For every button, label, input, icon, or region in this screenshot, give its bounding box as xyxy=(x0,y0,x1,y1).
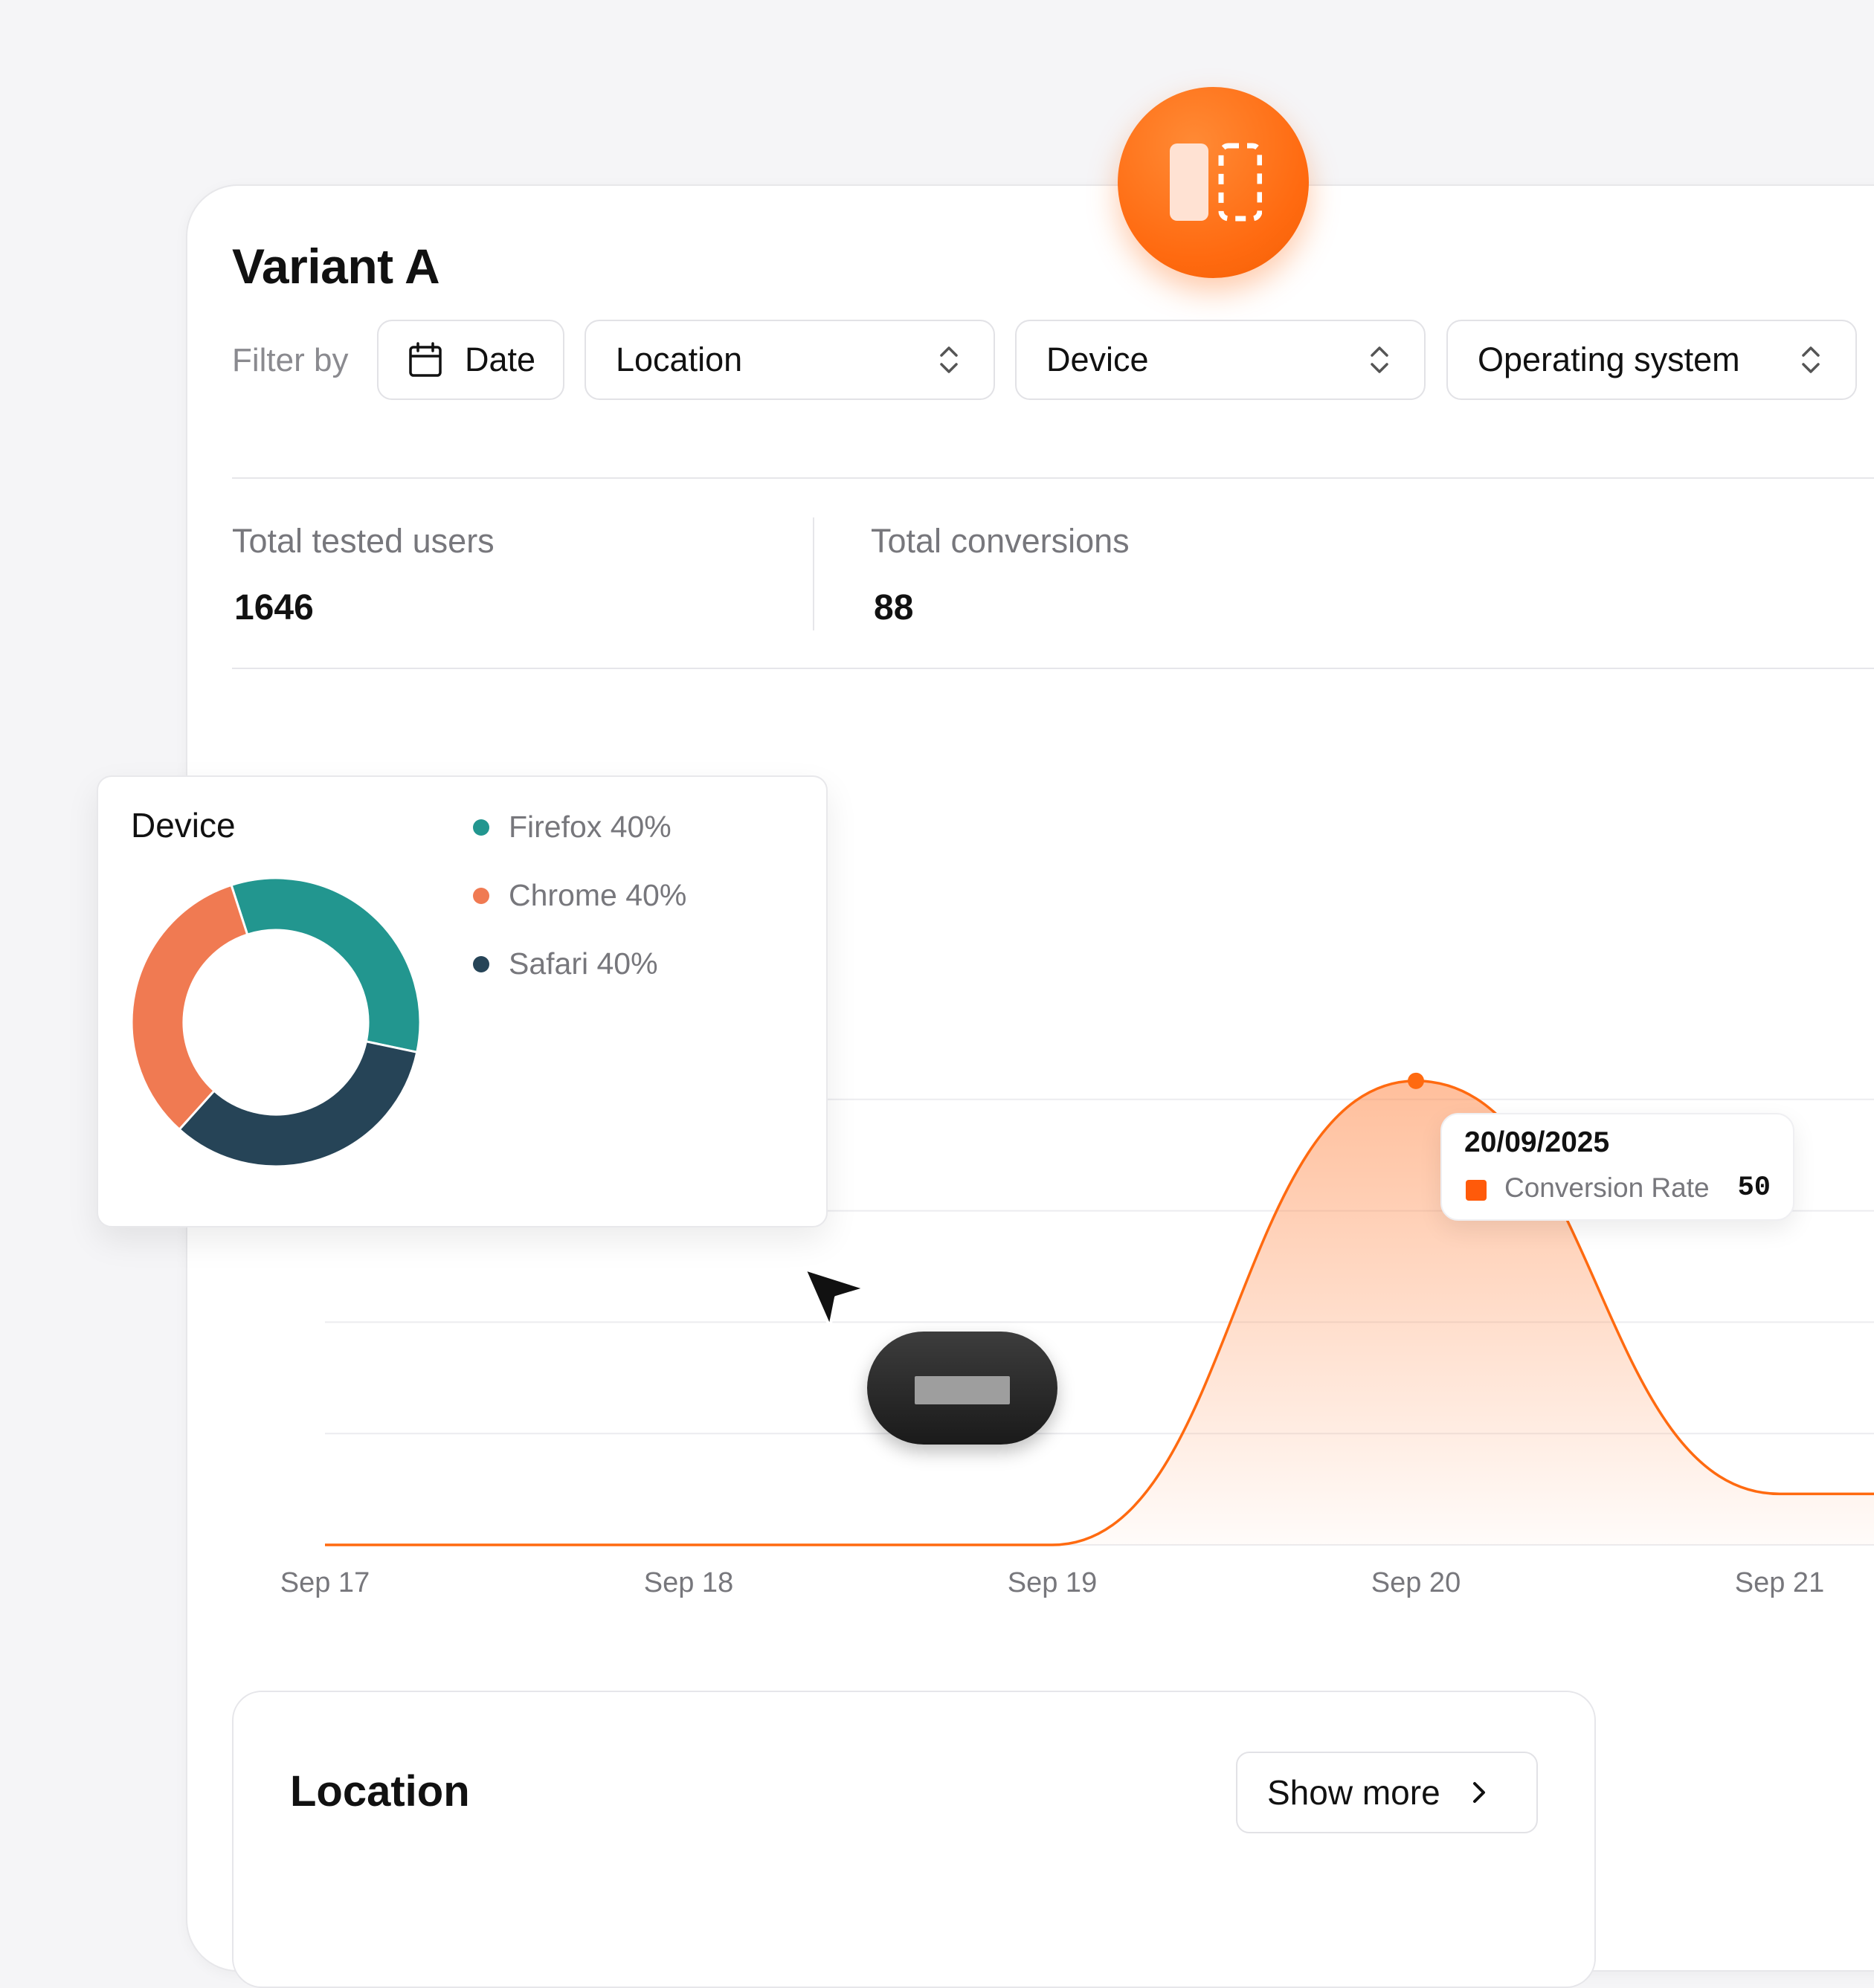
legend-label: Safari 40% xyxy=(509,946,658,981)
divider xyxy=(232,668,1874,669)
location-filter-select[interactable]: Location xyxy=(585,320,995,400)
x-tick-label: Sep 17 xyxy=(280,1567,370,1598)
chevron-up-down-icon xyxy=(1368,343,1391,376)
legend-firefox: Firefox 40% xyxy=(473,810,672,845)
stats-divider xyxy=(813,517,814,630)
total-conversions-label: Total conversions xyxy=(871,522,1130,560)
drag-handle-bar xyxy=(915,1376,1010,1404)
device-breakdown-card: Device Firefox 40% Chrome 40% Safari 40% xyxy=(97,775,828,1227)
x-tick-label: Sep 18 xyxy=(643,1567,734,1598)
legend-dot xyxy=(473,819,489,836)
chevron-right-icon xyxy=(1470,1779,1488,1806)
compare-button[interactable] xyxy=(1118,87,1309,278)
os-filter-select[interactable]: Operating system xyxy=(1446,320,1857,400)
donut-slice-chrome xyxy=(131,883,249,1132)
total-conversions-value: 88 xyxy=(874,588,914,627)
x-tick-label: Sep 20 xyxy=(1371,1567,1461,1598)
date-filter-label: Date xyxy=(465,341,536,378)
pointer-cursor-icon xyxy=(802,1266,869,1337)
date-filter-button[interactable]: Date xyxy=(377,320,564,400)
filter-by-label: Filter by xyxy=(232,342,349,378)
chart-line-conversion-rate xyxy=(325,1079,1874,1546)
os-filter-label: Operating system xyxy=(1478,341,1740,378)
series-swatch xyxy=(1466,1180,1487,1201)
chevron-up-down-icon xyxy=(938,343,960,376)
x-tick-label: Sep 21 xyxy=(1734,1567,1825,1598)
chart-point-sep-20 xyxy=(1408,1072,1424,1089)
legend-dot xyxy=(473,955,489,972)
chart-tooltip: 20/09/2025 Conversion Rate 50 xyxy=(1440,1113,1794,1221)
drag-handle[interactable] xyxy=(867,1332,1057,1445)
legend-dot xyxy=(473,887,489,904)
device-card-title: Device xyxy=(131,806,236,845)
location-filter-label: Location xyxy=(616,341,743,378)
x-tick-label: Sep 19 xyxy=(1007,1567,1098,1598)
donut-slice-firefox xyxy=(230,877,421,1054)
chevron-up-down-icon xyxy=(1800,343,1822,376)
donut-slice-safari xyxy=(178,1040,419,1167)
device-filter-select[interactable]: Device xyxy=(1015,320,1426,400)
tooltip-date: 20/09/2025 xyxy=(1464,1126,1610,1158)
legend-label: Firefox 40% xyxy=(509,810,672,844)
split-view-icon xyxy=(1170,143,1262,222)
show-more-label: Show more xyxy=(1267,1773,1440,1812)
device-donut-chart xyxy=(131,877,421,1167)
page-title: Variant A xyxy=(232,239,440,294)
location-card-title: Location xyxy=(290,1767,470,1816)
legend-chrome: Chrome 40% xyxy=(473,878,686,913)
total-users-value: 1646 xyxy=(234,588,314,627)
tooltip-value: 50 xyxy=(1737,1172,1771,1204)
divider xyxy=(232,477,1874,479)
show-more-button[interactable]: Show more xyxy=(1236,1752,1538,1833)
legend-safari: Safari 40% xyxy=(473,946,658,981)
legend-label: Chrome 40% xyxy=(509,878,687,912)
device-filter-label: Device xyxy=(1046,341,1149,378)
calendar-icon xyxy=(408,342,442,378)
tooltip-series-name: Conversion Rate xyxy=(1504,1172,1710,1203)
total-users-label: Total tested users xyxy=(232,522,495,560)
